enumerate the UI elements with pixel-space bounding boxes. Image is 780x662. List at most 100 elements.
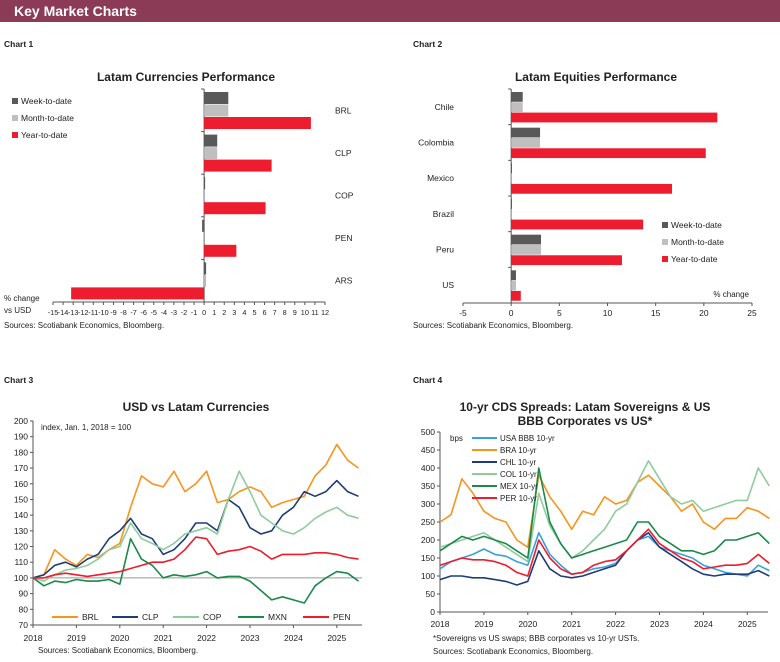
- bar-clp-month-to-date: [204, 147, 218, 160]
- x-tick-label: 2024: [694, 619, 713, 629]
- x-tick-label: 0: [509, 308, 514, 318]
- bar-cop-month-to-date: [204, 189, 205, 202]
- y-tick-label: 110: [14, 557, 28, 567]
- x-tick-label: 12: [321, 308, 329, 317]
- x-tick-label: 2021: [154, 633, 173, 643]
- x-tick-label: 5: [252, 308, 256, 317]
- x-tick-label: 2023: [650, 619, 669, 629]
- category-label: ARS: [335, 276, 353, 286]
- x-tick-label: -5: [150, 308, 157, 317]
- series-line-chl-10-yr: [439, 531, 770, 586]
- x-tick-label: 8: [283, 308, 287, 317]
- x-tick-label: 5: [557, 308, 562, 318]
- x-axis-label: % change: [4, 294, 40, 303]
- source-note: Sources: Scotiabank Economics, Bloomberg…: [413, 321, 573, 330]
- bar-pen-week-to-date: [202, 219, 205, 232]
- bar-clp-week-to-date: [204, 134, 218, 147]
- bar-colombia-year-to-date: [511, 148, 706, 159]
- y-tick-label: 200: [14, 416, 28, 426]
- series-line-mex-10-yr: [439, 467, 770, 559]
- bar-colombia-week-to-date: [511, 127, 541, 138]
- bar-peru-year-to-date: [511, 255, 622, 266]
- series-line-mxn: [32, 537, 359, 604]
- y-tick-label: 170: [14, 463, 28, 473]
- legend-label: MXN: [268, 612, 287, 622]
- bar-brazil-year-to-date: [511, 219, 644, 230]
- bar-brl-week-to-date: [204, 92, 229, 104]
- category-label: CLP: [335, 148, 352, 158]
- chart-title: BBB Corporates vs US*: [518, 414, 653, 428]
- y-tick-label: 130: [14, 526, 28, 536]
- x-tick-label: 2018: [24, 633, 43, 643]
- bar-cop-year-to-date: [204, 202, 266, 215]
- x-tick-label: -11: [88, 308, 98, 317]
- legend-label: Year-to-date: [671, 254, 718, 264]
- x-axis-label: vs USD: [4, 306, 31, 315]
- x-tick-label: -10: [98, 308, 109, 317]
- legend-label: CLP: [142, 612, 159, 622]
- source-note: Sources: Scotiabank Economics, Bloomberg…: [433, 647, 593, 656]
- chart-2: Chart 2 Latam Equities Performance -5 0 5 10 1…: [413, 39, 757, 330]
- y-tick-label: 350: [421, 481, 435, 491]
- chart-4: Chart 4 0 50 100 150 200 250 300 350 400 450 500 201…: [413, 375, 770, 656]
- x-tick-label: 1: [212, 308, 216, 317]
- chart-label: Chart 1: [4, 39, 34, 49]
- category-label: COP: [335, 191, 354, 201]
- chart-label: Chart 4: [413, 375, 443, 385]
- chart-annotation: index, Jan. 1, 2018 = 100: [41, 423, 132, 432]
- chart-title: 10-yr CDS Spreads: Latam Sovereigns & US: [460, 400, 711, 414]
- x-tick-label: -5: [459, 308, 467, 318]
- legend-label: Year-to-date: [21, 130, 68, 140]
- bar-peru-month-to-date: [511, 244, 542, 255]
- legend-label: MEX 10-yr: [500, 482, 538, 491]
- x-tick-label: -15: [48, 308, 59, 317]
- x-tick-label: 2022: [606, 619, 625, 629]
- chart-label: Chart 3: [4, 375, 34, 385]
- x-tick-label: 3: [232, 308, 236, 317]
- bar-chile-year-to-date: [511, 112, 718, 123]
- bar-us-week-to-date: [511, 270, 516, 281]
- bar-ars-month-to-date: [204, 274, 207, 287]
- y-tick-label: 500: [421, 427, 435, 437]
- x-tick-label: -2: [181, 308, 188, 317]
- category-label: Mexico: [427, 173, 454, 183]
- x-tick-label: 2024: [284, 633, 303, 643]
- bar-mexico-week-to-date: [511, 163, 512, 174]
- x-tick-label: 2020: [110, 633, 129, 643]
- x-tick-label: -7: [130, 308, 137, 317]
- legend-label: Month-to-date: [21, 113, 74, 123]
- y-tick-label: 150: [14, 494, 28, 504]
- chart-3: Chart 3 70 80 90 100 110 120 130 140 150 160 170 180…: [4, 375, 362, 655]
- x-tick-label: 2025: [738, 619, 757, 629]
- bar-mexico-month-to-date: [511, 173, 512, 184]
- category-label: BRL: [335, 105, 352, 115]
- x-tick-label: -9: [110, 308, 117, 317]
- x-tick-label: -3: [171, 308, 178, 317]
- x-tick-label: -8: [120, 308, 127, 317]
- bar-ars-year-to-date: [71, 287, 205, 300]
- x-tick-label: -6: [140, 308, 147, 317]
- legend-label: COP: [203, 612, 222, 622]
- chart-title: USD vs Latam Currencies: [123, 400, 270, 414]
- x-tick-label: 20: [699, 308, 709, 318]
- legend-swatch: [662, 256, 668, 262]
- y-tick-label: 200: [421, 535, 435, 545]
- y-tick-label: 80: [19, 604, 29, 614]
- category-label: US: [442, 280, 454, 290]
- legend-swatch: [12, 115, 18, 121]
- category-label: Colombia: [418, 138, 454, 148]
- x-tick-label: 2019: [474, 619, 493, 629]
- x-tick-label: 2018: [431, 619, 450, 629]
- y-tick-label: 140: [14, 510, 28, 520]
- chart-title: Latam Equities Performance: [515, 70, 677, 84]
- category-label: PEN: [335, 233, 352, 243]
- legend-swatch: [12, 132, 18, 138]
- series-line-per-10-yr: [439, 528, 770, 577]
- x-tick-label: 6: [263, 308, 267, 317]
- x-tick-label: -13: [68, 308, 79, 317]
- x-tick-label: 2021: [562, 619, 581, 629]
- bar-chile-week-to-date: [511, 92, 523, 102]
- y-tick-label: 50: [426, 589, 436, 599]
